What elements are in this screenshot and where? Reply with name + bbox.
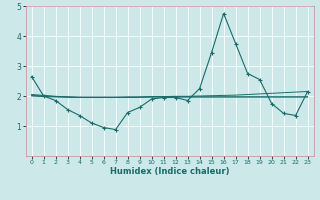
X-axis label: Humidex (Indice chaleur): Humidex (Indice chaleur) — [110, 167, 229, 176]
